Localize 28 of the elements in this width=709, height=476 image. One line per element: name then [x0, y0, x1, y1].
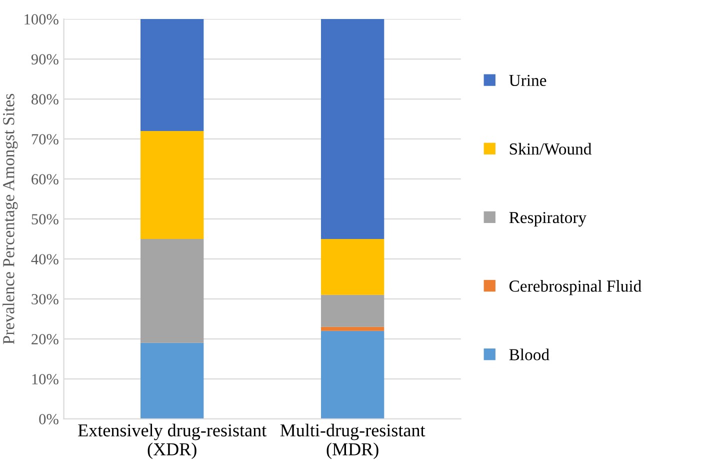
bar [140, 342, 204, 419]
bar [140, 238, 204, 343]
bar [320, 330, 384, 419]
bar [320, 294, 384, 327]
bar [140, 19, 204, 131]
x-tick-label: Extensively drug-resistant (XDR) [78, 424, 267, 460]
y-tick-label: 20% [32, 334, 58, 344]
bar [320, 326, 384, 331]
legend-label: Respiratory [509, 212, 586, 227]
y-tick-label: 10% [32, 374, 58, 384]
y-tick-label: 80% [32, 94, 58, 105]
legend-label: Skin/Wound [510, 142, 592, 155]
legend-label: Cerebrospinal Fluid [509, 280, 642, 296]
x-tick-label: Multi-drug-resistant (MDR) [280, 424, 426, 460]
legend-label: Urine [509, 74, 546, 86]
y-tick-label: 40% [31, 254, 58, 264]
bar [320, 238, 384, 295]
y-tick-label: 30% [32, 294, 58, 304]
y-tick-label: 60% [32, 174, 58, 184]
y-axis-title: Prevalence Percentage Amongst Sites [2, 94, 18, 344]
bar [140, 130, 204, 239]
y-tick-label: 70% [32, 134, 58, 144]
y-tick-label: 0% [39, 414, 58, 424]
y-tick-label: 100% [24, 14, 58, 25]
y-tick-label: 90% [31, 54, 58, 65]
legend-label: Blood [509, 348, 550, 360]
y-tick-label: 50% [32, 214, 58, 224]
bar [320, 19, 384, 239]
